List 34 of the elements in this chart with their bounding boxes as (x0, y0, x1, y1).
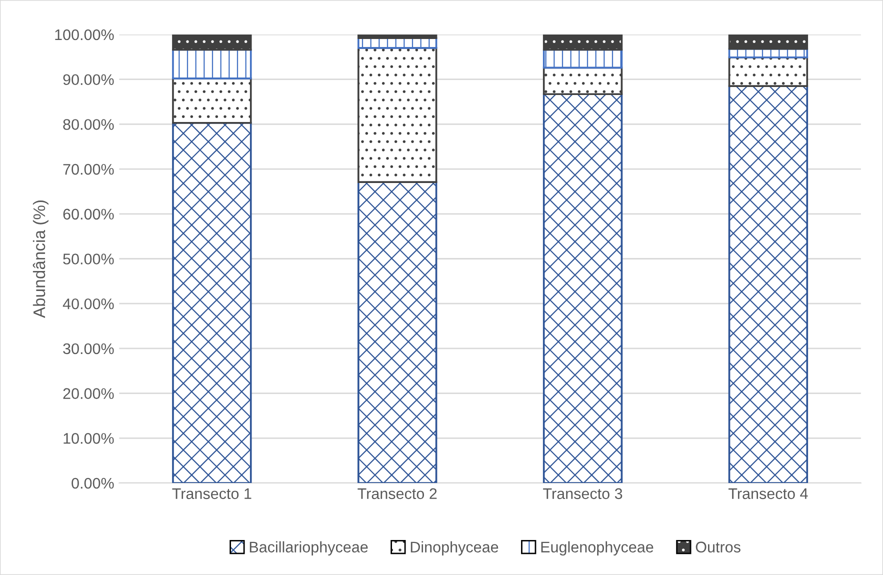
y-tick-label: 60.00% (63, 208, 114, 220)
y-axis-title: Abundância (%) (32, 200, 48, 318)
bar (172, 34, 252, 51)
legend-label: Euglenophyceae (541, 541, 654, 556)
y-tick-label: 70.00% (63, 164, 114, 175)
y-tick-label: 10.00% (64, 433, 114, 444)
y-tick-label: 50.00% (63, 254, 114, 264)
y-tick-label: 90.00% (63, 74, 114, 86)
bar (728, 85, 808, 483)
y-tick-label: 80.00% (63, 119, 114, 130)
bar (542, 34, 623, 51)
x-tick-label: Transecto 4 (728, 488, 808, 500)
legend-label: Bacillariophyceae (250, 541, 368, 556)
bar (542, 93, 623, 483)
bar (358, 181, 438, 483)
bar (172, 78, 252, 124)
bar (358, 47, 438, 183)
x-tick-label: Transecto 2 (358, 488, 437, 500)
y-tick-label: 30.00% (63, 343, 114, 354)
bar (358, 34, 438, 39)
bar (172, 122, 252, 483)
legend-label: Outros (696, 542, 740, 552)
bar (542, 66, 623, 96)
y-tick-label: 20.00% (63, 388, 114, 399)
bar (728, 34, 808, 50)
legend-label: Dinophyceae (410, 541, 498, 556)
x-tick-label: Transecto 1 (172, 488, 252, 500)
bar (728, 56, 808, 87)
y-tick-label: 0.00% (72, 478, 114, 489)
x-tick-label: Transecto 3 (543, 488, 622, 500)
bar (172, 48, 252, 80)
y-tick-label: 40.00% (62, 298, 114, 310)
y-tick-label: 100.00% (55, 29, 114, 40)
bar (542, 48, 623, 69)
